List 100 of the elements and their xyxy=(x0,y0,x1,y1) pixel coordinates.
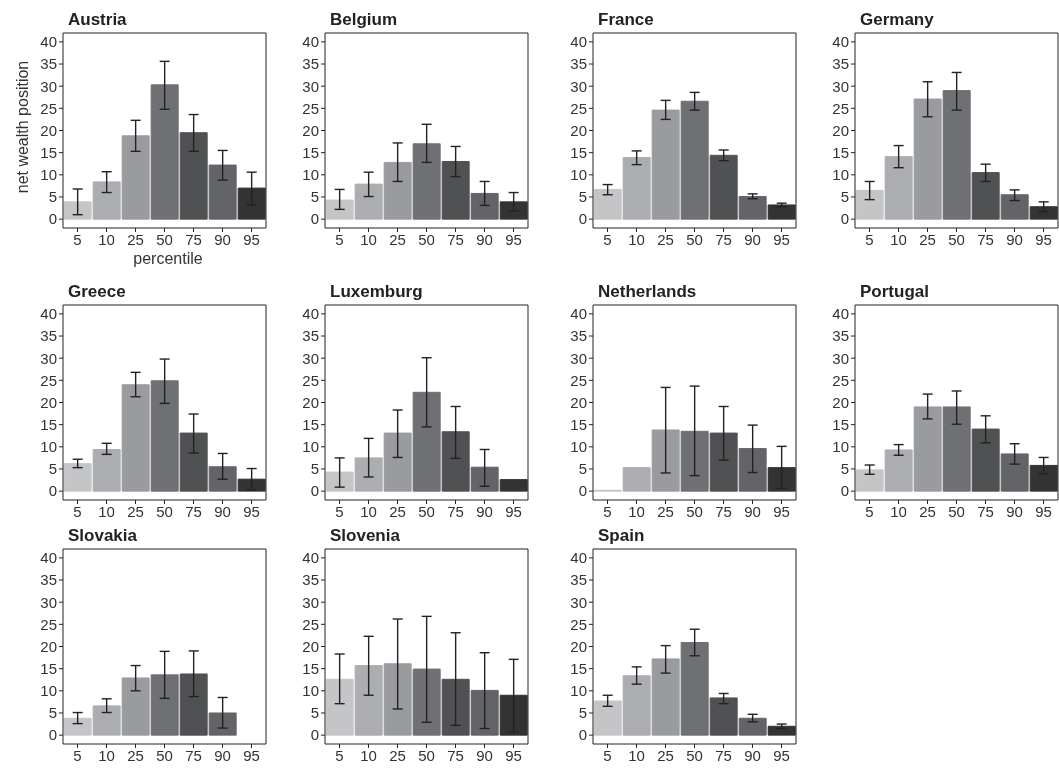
y-tick-label: 5 xyxy=(48,704,57,722)
y-tick-label: 30 xyxy=(40,593,57,611)
x-tick-label: 5 xyxy=(335,230,344,248)
x-tick-label: 90 xyxy=(1006,502,1023,520)
y-tick-label: 10 xyxy=(302,438,319,456)
y-tick-label: 15 xyxy=(570,415,587,433)
y-tick-label: 20 xyxy=(832,393,849,411)
y-tick-label: 15 xyxy=(832,415,849,433)
x-tick-label: 95 xyxy=(505,230,522,248)
y-tick-label: 35 xyxy=(832,327,849,345)
x-tick-label: 5 xyxy=(335,746,344,764)
x-tick-label: 10 xyxy=(98,230,115,248)
y-tick-label: 30 xyxy=(832,77,849,95)
chart-title: Austria xyxy=(68,10,127,30)
chart-title: Slovakia xyxy=(68,526,137,546)
y-tick-label: 15 xyxy=(302,659,319,677)
y-tick-label: 0 xyxy=(48,210,57,228)
y-tick-label: 15 xyxy=(40,143,57,161)
y-tick-label: 5 xyxy=(578,188,587,206)
x-tick-label: 90 xyxy=(476,502,493,520)
x-tick-label: 75 xyxy=(447,502,464,520)
x-tick-label: 75 xyxy=(977,230,994,248)
y-tick-label: 10 xyxy=(570,682,587,700)
x-tick-label: 95 xyxy=(243,746,260,764)
x-tick-label: 90 xyxy=(214,230,231,248)
y-tick-label: 15 xyxy=(40,415,57,433)
x-tick-label: 10 xyxy=(628,746,645,764)
x-tick-label: 90 xyxy=(744,230,761,248)
x-tick-label: 50 xyxy=(686,502,703,520)
y-tick-label: 30 xyxy=(302,77,319,95)
x-tick-label: 50 xyxy=(418,502,435,520)
y-tick-label: 25 xyxy=(570,99,587,117)
x-tick-label: 25 xyxy=(919,230,936,248)
y-tick-label: 30 xyxy=(570,593,587,611)
chart-title: Portugal xyxy=(860,282,929,302)
x-tick-label: 90 xyxy=(476,230,493,248)
chart-title: Netherlands xyxy=(598,282,697,302)
y-tick-label: 20 xyxy=(40,637,57,655)
x-tick-label: 95 xyxy=(243,230,260,248)
y-tick-label: 0 xyxy=(840,482,849,500)
y-tick-label: 0 xyxy=(310,210,319,228)
y-tick-label: 5 xyxy=(310,704,319,722)
y-tick-label: 0 xyxy=(48,482,57,500)
x-tick-label: 50 xyxy=(156,230,173,248)
y-tick-label: 0 xyxy=(578,726,587,744)
x-tick-label: 50 xyxy=(418,230,435,248)
y-tick-label: 10 xyxy=(570,438,587,456)
chart-title: Spain xyxy=(598,526,645,546)
x-tick-label: 75 xyxy=(185,502,202,520)
y-tick-label: 15 xyxy=(40,659,57,677)
x-tick-label: 50 xyxy=(948,230,965,248)
x-tick-label: 25 xyxy=(657,230,674,248)
x-tick-label: 5 xyxy=(73,502,82,520)
x-tick-label: 50 xyxy=(156,502,173,520)
y-tick-label: 10 xyxy=(832,166,849,184)
y-tick-label: 40 xyxy=(40,33,57,51)
y-tick-label: 30 xyxy=(832,349,849,367)
chart-title: Luxemburg xyxy=(330,282,423,302)
y-tick-label: 25 xyxy=(832,99,849,117)
y-tick-label: 10 xyxy=(302,166,319,184)
y-tick-label: 25 xyxy=(40,99,57,117)
x-tick-label: 95 xyxy=(773,502,790,520)
y-tick-label: 30 xyxy=(40,77,57,95)
x-tick-label: 75 xyxy=(715,502,732,520)
chart-title: Slovenia xyxy=(330,526,400,546)
x-tick-label: 75 xyxy=(447,230,464,248)
x-tick-label: 75 xyxy=(185,746,202,764)
x-tick-label: 5 xyxy=(865,502,874,520)
x-tick-label: 75 xyxy=(715,230,732,248)
x-tick-label: 90 xyxy=(744,746,761,764)
y-tick-label: 40 xyxy=(302,549,319,567)
y-tick-label: 5 xyxy=(48,188,57,206)
y-tick-label: 35 xyxy=(570,55,587,73)
y-tick-label: 5 xyxy=(310,460,319,478)
x-tick-label: 95 xyxy=(773,746,790,764)
y-tick-label: 35 xyxy=(40,55,57,73)
x-tick-label: 5 xyxy=(603,502,612,520)
y-tick-label: 10 xyxy=(832,438,849,456)
y-tick-label: 0 xyxy=(310,482,319,500)
y-tick-label: 25 xyxy=(302,615,319,633)
y-tick-label: 35 xyxy=(40,571,57,589)
y-tick-label: 15 xyxy=(570,659,587,677)
y-tick-label: 15 xyxy=(302,143,319,161)
x-tick-label: 90 xyxy=(214,746,231,764)
x-tick-label: 50 xyxy=(948,502,965,520)
x-tick-label: 25 xyxy=(389,746,406,764)
x-tick-label: 5 xyxy=(73,230,82,248)
x-tick-label: 95 xyxy=(773,230,790,248)
y-tick-label: 0 xyxy=(310,726,319,744)
y-tick-label: 40 xyxy=(570,33,587,51)
y-tick-label: 20 xyxy=(570,637,587,655)
y-tick-label: 35 xyxy=(832,55,849,73)
y-tick-label: 20 xyxy=(40,393,57,411)
y-tick-label: 30 xyxy=(570,77,587,95)
y-tick-label: 30 xyxy=(40,349,57,367)
y-tick-label: 40 xyxy=(302,305,319,323)
y-tick-label: 20 xyxy=(832,121,849,139)
y-tick-label: 25 xyxy=(570,371,587,389)
y-tick-label: 0 xyxy=(840,210,849,228)
x-tick-label: 10 xyxy=(890,230,907,248)
